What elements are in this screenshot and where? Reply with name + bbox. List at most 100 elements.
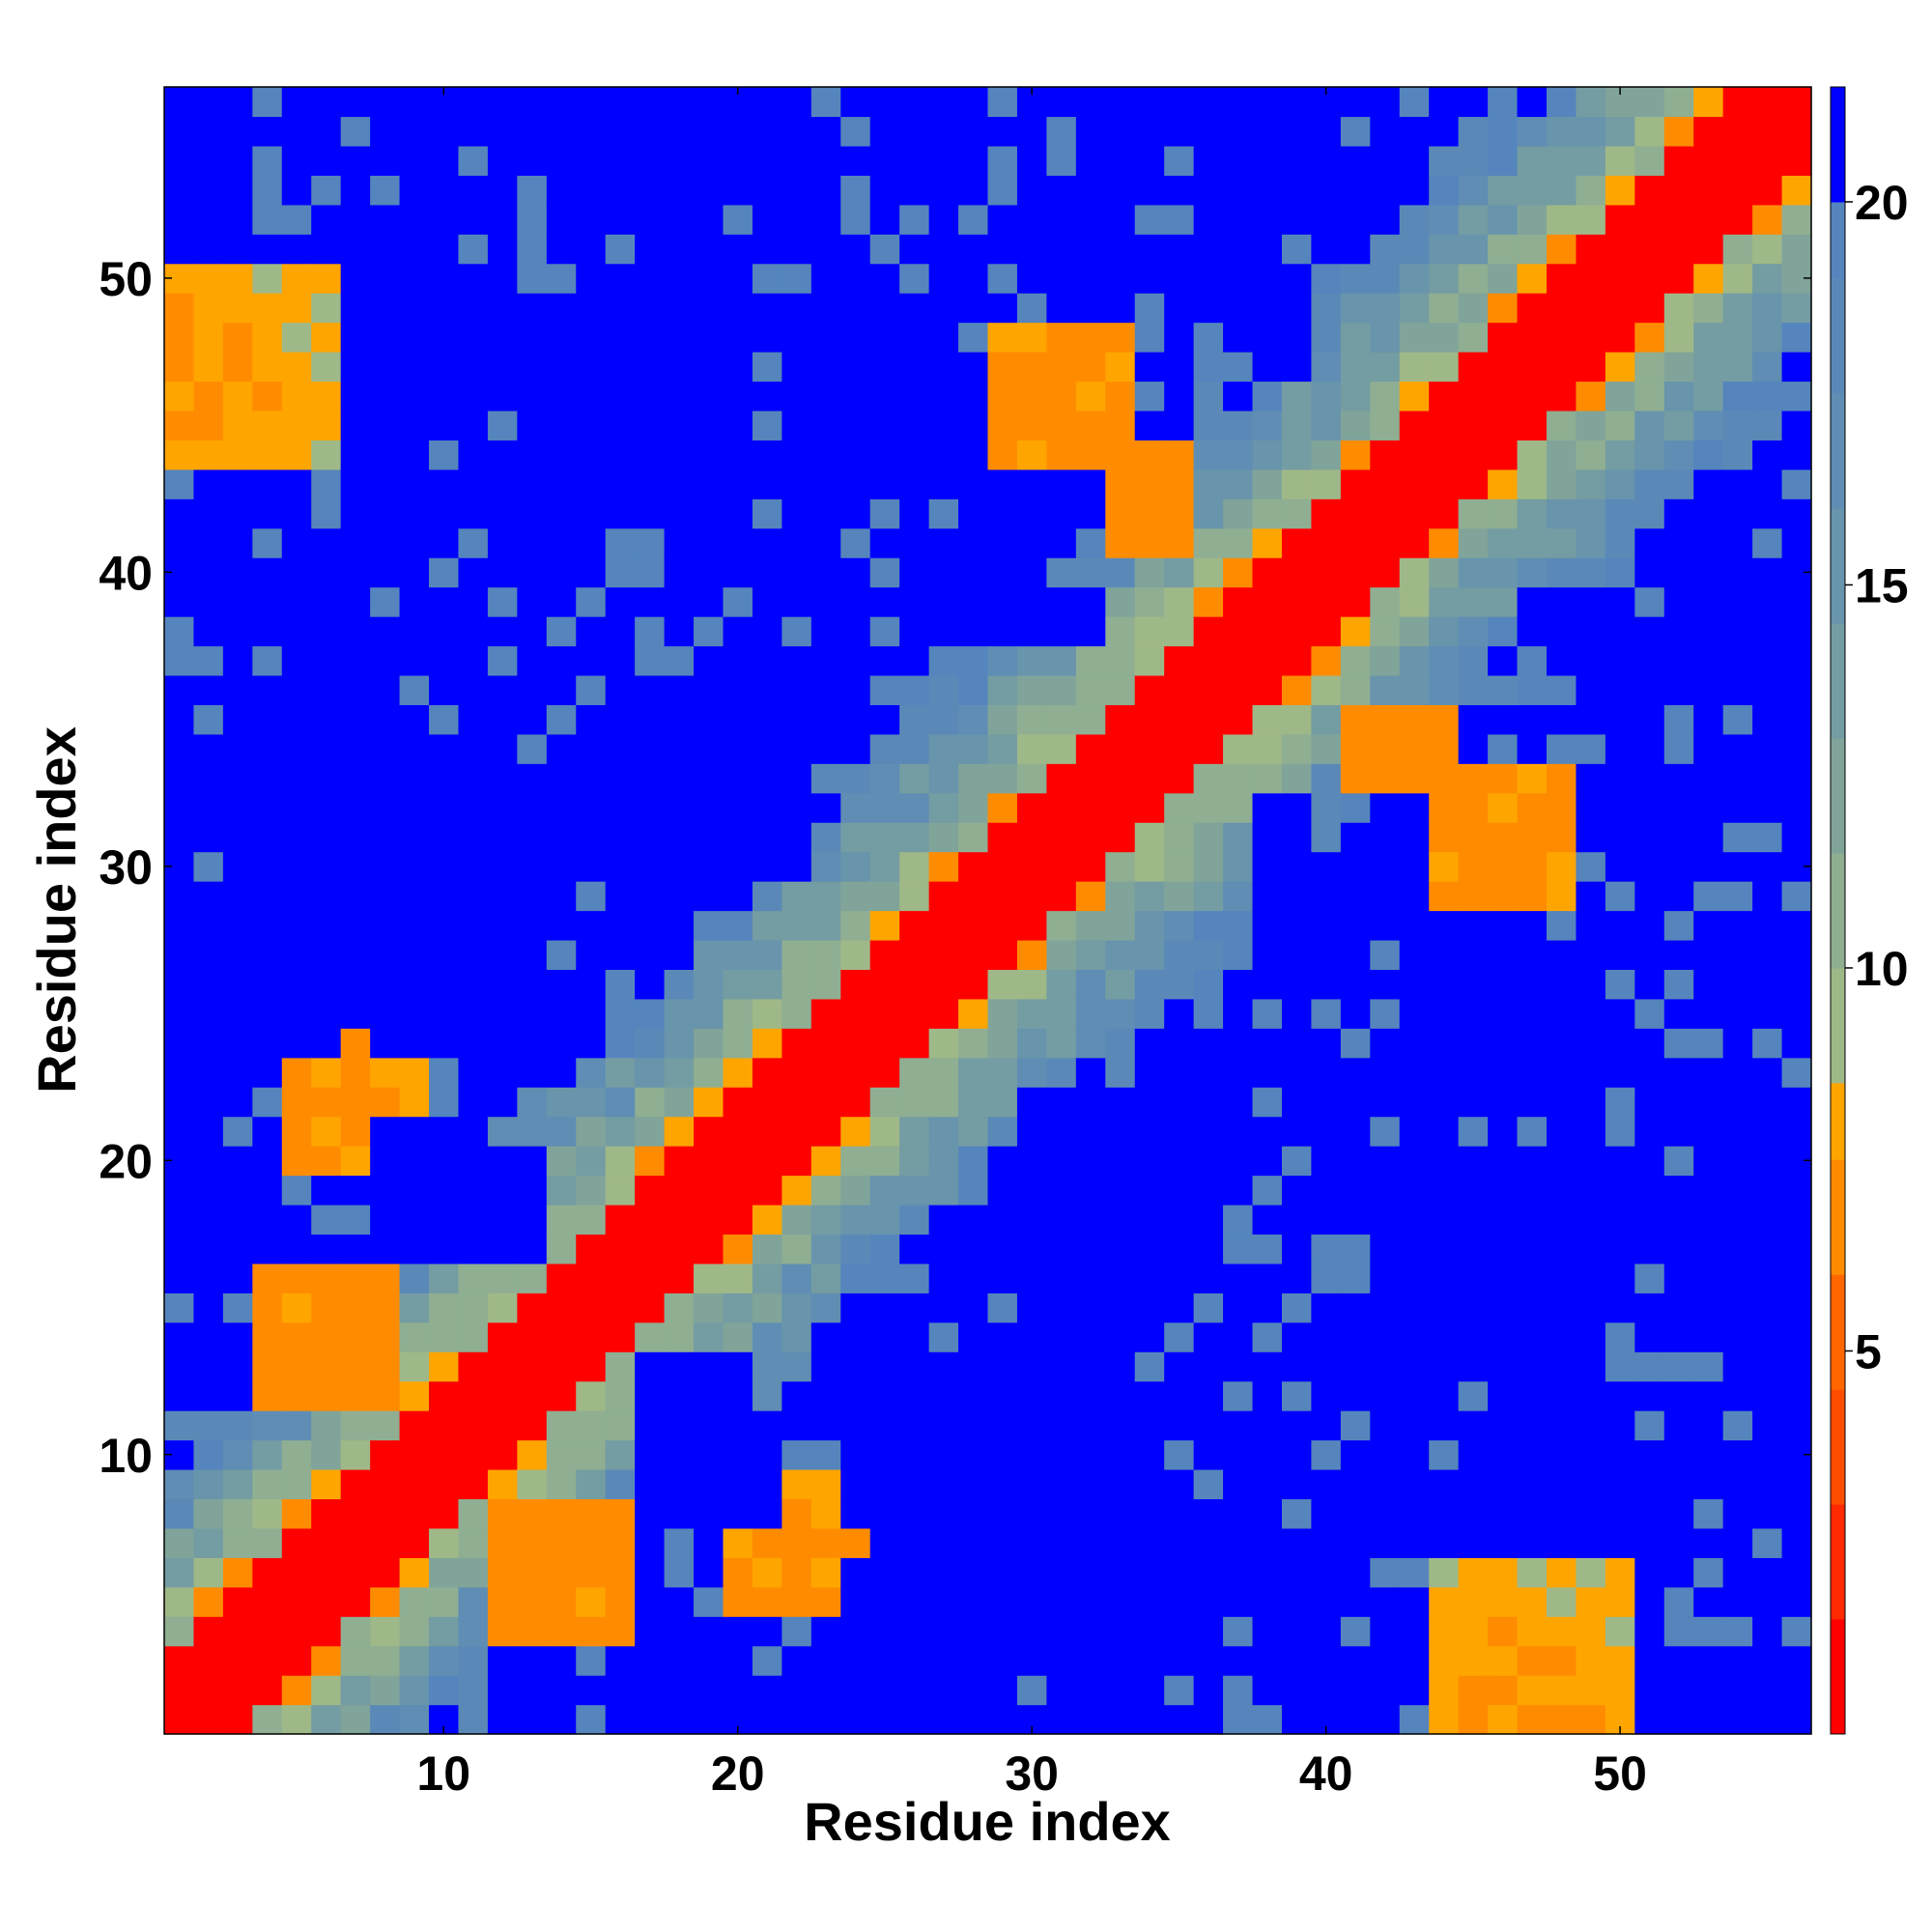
- y-tick-label: 10: [99, 1429, 153, 1483]
- heatmap-cell: [458, 674, 489, 705]
- heatmap-cell: [723, 1616, 753, 1647]
- heatmap-cell: [635, 704, 666, 735]
- heatmap-cell: [340, 586, 371, 617]
- heatmap-cell: [429, 145, 460, 176]
- heatmap-cell: [1488, 1704, 1519, 1735]
- heatmap-cell: [899, 674, 930, 705]
- heatmap-cell: [664, 204, 695, 235]
- heatmap-cell: [810, 469, 841, 499]
- heatmap-cell: [1164, 322, 1195, 353]
- heatmap-cell: [164, 352, 195, 383]
- heatmap-cell: [958, 1234, 989, 1264]
- heatmap-cell: [1134, 116, 1165, 147]
- heatmap-cell: [1370, 1616, 1401, 1647]
- heatmap-cell: [1164, 1498, 1195, 1529]
- heatmap-cell: [1634, 969, 1665, 1000]
- heatmap-cell: [429, 381, 460, 412]
- heatmap-cell: [193, 1351, 224, 1382]
- heatmap-cell: [546, 1586, 577, 1617]
- heatmap-cell: [311, 1468, 342, 1500]
- heatmap-cell: [193, 1057, 224, 1088]
- heatmap-cell: [340, 1175, 371, 1206]
- heatmap-cell: [222, 1321, 253, 1352]
- heatmap-cell: [281, 1204, 312, 1236]
- heatmap-cell: [1781, 469, 1812, 499]
- heatmap-cell: [1605, 763, 1635, 794]
- heatmap-cell: [193, 1704, 224, 1735]
- heatmap-cell: [546, 440, 577, 470]
- heatmap-cell: [546, 293, 577, 324]
- heatmap-cell: [1663, 1321, 1694, 1352]
- heatmap-cell: [458, 87, 489, 118]
- heatmap-cell: [1605, 792, 1635, 823]
- heatmap-cell: [164, 616, 195, 647]
- heatmap-cell: [1164, 1351, 1195, 1382]
- heatmap-cell: [252, 1586, 283, 1617]
- heatmap-cell: [1370, 1293, 1401, 1323]
- heatmap-cell: [1781, 1057, 1812, 1088]
- heatmap-cell: [1517, 410, 1548, 440]
- heatmap-cell: [899, 234, 930, 265]
- heatmap-cell: [458, 969, 489, 1000]
- heatmap-cell: [1605, 910, 1635, 941]
- heatmap-cell: [487, 616, 518, 647]
- heatmap-cell: [781, 263, 812, 294]
- heatmap-cell: [694, 1439, 724, 1470]
- heatmap-cell: [458, 1527, 489, 1558]
- heatmap-cell: [1576, 998, 1606, 1029]
- heatmap-cell: [1399, 1146, 1430, 1177]
- heatmap-cell: [752, 263, 782, 294]
- heatmap-cell: [1752, 1234, 1783, 1264]
- heatmap-cell: [1164, 1468, 1195, 1500]
- heatmap-cell: [487, 1586, 518, 1617]
- heatmap-cell: [1634, 234, 1665, 265]
- heatmap-cell: [311, 1234, 342, 1264]
- heatmap-cell: [810, 704, 841, 735]
- heatmap-cell: [1517, 322, 1548, 353]
- heatmap-cell: [723, 352, 753, 383]
- heatmap-cell: [1105, 704, 1136, 735]
- heatmap-cell: [810, 1380, 841, 1411]
- heatmap-cell: [1517, 352, 1548, 383]
- heatmap-cell: [252, 293, 283, 324]
- heatmap-cell: [399, 234, 430, 265]
- heatmap-cell: [781, 557, 812, 588]
- heatmap-cell: [1281, 939, 1313, 970]
- heatmap-cell: [1605, 822, 1635, 853]
- heatmap-cell: [1605, 352, 1635, 383]
- heatmap-cell: [958, 440, 989, 470]
- heatmap-cell: [1781, 939, 1812, 970]
- heatmap-cell: [1576, 469, 1606, 499]
- heatmap-cell: [1370, 1321, 1401, 1352]
- heatmap-cell: [487, 116, 518, 147]
- heatmap-cell: [1663, 851, 1694, 882]
- heatmap-cell: [1576, 1263, 1606, 1293]
- heatmap-cell: [635, 1439, 666, 1470]
- heatmap-cell: [576, 674, 607, 705]
- heatmap-cell: [1429, 1321, 1460, 1352]
- heatmap-cell: [899, 881, 930, 912]
- heatmap-cell: [1605, 939, 1635, 970]
- heatmap-cell: [458, 293, 489, 324]
- heatmap-cell: [1663, 440, 1694, 470]
- heatmap-cell: [222, 322, 253, 353]
- heatmap-cell: [1046, 145, 1077, 176]
- heatmap-cell: [281, 1586, 312, 1617]
- heatmap-cell: [635, 645, 666, 676]
- heatmap-cell: [399, 763, 430, 794]
- heatmap-cell: [1693, 1675, 1724, 1706]
- heatmap-cell: [1546, 998, 1577, 1029]
- heatmap-cell: [958, 1116, 989, 1147]
- heatmap-cell: [1193, 1645, 1224, 1676]
- heatmap-cell: [1105, 410, 1136, 440]
- heatmap-cell: [1722, 440, 1753, 470]
- heatmap-cell: [1752, 87, 1783, 118]
- heatmap-cell: [723, 969, 753, 1000]
- heatmap-cell: [752, 175, 782, 206]
- heatmap-cell: [1134, 352, 1165, 383]
- heatmap-cell: [1576, 498, 1606, 529]
- heatmap-cell: [517, 586, 548, 617]
- heatmap-cell: [458, 1116, 489, 1147]
- heatmap-cell: [1105, 1645, 1136, 1676]
- heatmap-cell: [723, 1498, 753, 1529]
